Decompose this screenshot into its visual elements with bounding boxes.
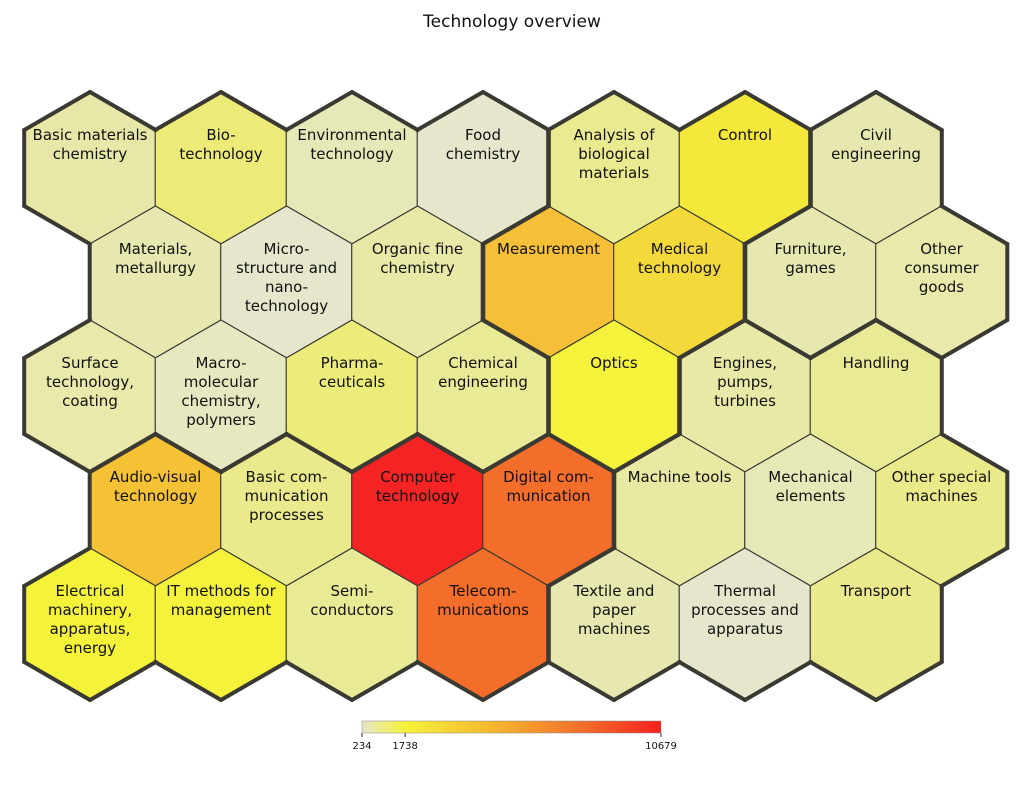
region-border-segment [349, 432, 420, 474]
region-border-segment [219, 90, 289, 132]
region-border-segment [874, 318, 944, 360]
hex-label: Surface technology, coating [46, 354, 134, 410]
hex-label: Macro-molecular chemistry, polymers [181, 354, 260, 429]
hex-label: Semi-conductors [310, 582, 393, 619]
region-border-segment [153, 660, 223, 702]
hex-label: Engines, pumps, turbines [713, 354, 777, 410]
region-border-segment [480, 432, 551, 474]
region-border-segment [677, 660, 747, 702]
region-border-segment [939, 432, 1010, 474]
colorbar: 234 1738 10679 [352, 720, 677, 752]
region-border-segment [677, 90, 747, 132]
region-border-segment [350, 90, 420, 132]
region-border-segment [153, 432, 224, 474]
hex-label: Control [718, 126, 772, 144]
region-border-segment [742, 204, 813, 246]
hex-label: Furniture, games [774, 240, 846, 277]
region-border-segment [219, 660, 289, 702]
region-border-segment [22, 90, 92, 132]
colorbar-tick-label: 1738 [392, 741, 417, 752]
hex-label: Mechanical elements [768, 468, 852, 505]
region-border-segment [481, 318, 551, 360]
colorbar-gradient [361, 720, 662, 734]
hex-label: Other consumer goods [904, 240, 979, 296]
hex-label: Pharma-ceuticals [319, 354, 386, 391]
region-border-segment [415, 660, 485, 702]
region-border-segment [22, 204, 92, 246]
hex-label: Thermal processes and apparatus [691, 582, 799, 638]
hex-label: Optics [590, 354, 638, 372]
hex-label: Textile and paper machines [573, 582, 655, 638]
hex-label: Computer technology [376, 468, 459, 505]
region-border-segment [481, 660, 551, 702]
region-border-segment [677, 318, 747, 360]
region-border-segment [939, 204, 1010, 246]
region-border-segment [153, 90, 223, 132]
hex-label: Bio-technology [179, 126, 262, 163]
hex-label: Other special machines [892, 468, 992, 505]
region-border-segment [22, 660, 92, 702]
region-border-segment [284, 432, 355, 474]
hex-label: Analysis of biological materials [573, 126, 655, 182]
hex-label: Electrical machinery, apparatus, energy [48, 582, 132, 657]
region-border-segment [284, 660, 354, 702]
colorbar-tick-label: 10679 [645, 741, 677, 752]
region-border-segment [88, 660, 158, 702]
region-border-segment [350, 660, 420, 702]
hex-label: Transport [840, 582, 912, 600]
region-border-segment [743, 660, 813, 702]
hex-label: Handling [843, 354, 910, 372]
region-border-segment [546, 660, 616, 702]
hex-label: Environmental technology [297, 126, 406, 163]
hex-label: Medical technology [638, 240, 721, 277]
hex-label: Civil engineering [831, 126, 921, 163]
hex-label: IT methods for management [166, 582, 276, 619]
region-border-segment [546, 432, 617, 474]
region-border-segment [939, 318, 1010, 360]
hex-label: Basic materials chemistry [33, 126, 148, 163]
region-border-segment [612, 660, 682, 702]
region-border-segment [874, 90, 944, 132]
region-border-segment [612, 90, 682, 132]
region-border-segment [22, 432, 92, 474]
hex-label: Organic fine chemistry [372, 240, 463, 277]
region-border-segment [546, 90, 616, 132]
region-border-segment [22, 318, 92, 360]
region-border-segment [481, 90, 551, 132]
region-border-segment [284, 90, 354, 132]
hex-label: Food chemistry [446, 126, 521, 163]
hex-label: Digital com-munication [503, 468, 594, 505]
region-border-segment [808, 660, 878, 702]
region-border-segment [415, 432, 486, 474]
region-border-segment [88, 90, 158, 132]
region-borders [22, 90, 1010, 702]
region-border-segment [939, 546, 1010, 588]
hex-label: Chemical engineering [438, 354, 528, 391]
colorbar-tick-label: 234 [352, 741, 371, 752]
region-border-segment [808, 90, 878, 132]
region-border-segment [87, 432, 158, 474]
region-border-segment [743, 90, 813, 132]
hex-label: Basic com-munication processes [245, 468, 329, 524]
region-border-segment [22, 546, 92, 588]
region-border-segment [874, 660, 944, 702]
region-border-segment [743, 318, 813, 360]
hex-label: Machine tools [628, 468, 732, 486]
region-border-segment [546, 546, 616, 588]
hex-label: Materials, metallurgy [115, 240, 196, 277]
region-border-segment [611, 432, 682, 474]
hex-label: Micro-structure and nano-technology [236, 240, 337, 315]
chart-title: Technology overview [423, 12, 601, 32]
region-border-segment [480, 204, 551, 246]
hex-label: Audio-visual technology [110, 468, 202, 505]
hex-label: Telecom-munications [437, 582, 529, 619]
hex-label: Measurement [497, 240, 600, 258]
hex-cells [23, 91, 1008, 701]
hex-labels: Basic materials chemistry Bio-technology En… [33, 126, 992, 657]
region-border-segment [415, 90, 485, 132]
region-border-segment [218, 432, 289, 474]
region-border-segment [808, 318, 878, 360]
